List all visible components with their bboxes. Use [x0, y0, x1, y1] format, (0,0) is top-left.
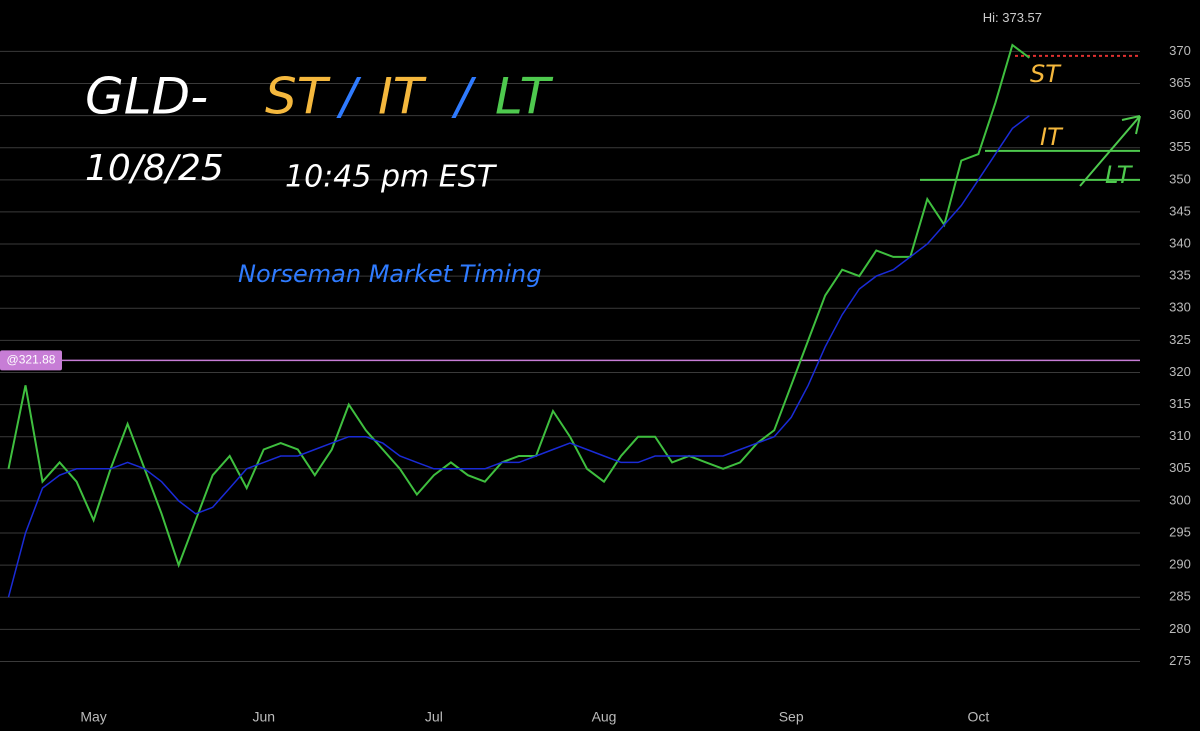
x-tick-label: Sep: [779, 709, 804, 725]
annotation: 10/8/25: [85, 148, 224, 189]
annotation: ST: [1030, 60, 1062, 88]
price-line: [7, 43, 1031, 569]
y-tick-label: 300: [1169, 492, 1191, 507]
level-label: @321.88: [7, 353, 56, 367]
y-tick-label: 290: [1169, 557, 1191, 572]
y-tick-label: 360: [1169, 107, 1191, 122]
y-tick-label: 330: [1169, 300, 1191, 315]
x-tick-label: Oct: [967, 709, 989, 725]
y-tick-label: 285: [1169, 589, 1191, 604]
high-label: Hi: 373.57: [983, 10, 1042, 25]
level-label-box: [0, 350, 62, 371]
x-tick-label: Jun: [252, 709, 275, 725]
y-tick-label: 295: [1169, 524, 1191, 539]
annotation: IT: [378, 68, 427, 126]
arrow: [1079, 115, 1141, 187]
x-tick-label: Jul: [425, 709, 443, 725]
y-tick-label: 275: [1169, 653, 1191, 668]
annotation: IT: [1040, 123, 1064, 151]
price-line: [7, 115, 1030, 598]
y-tick-label: 315: [1169, 396, 1191, 411]
y-tick-label: 340: [1169, 235, 1191, 250]
y-tick-label: 305: [1169, 460, 1191, 475]
y-tick-label: 350: [1169, 171, 1191, 186]
y-tick-label: 345: [1169, 203, 1191, 218]
y-tick-label: 320: [1169, 364, 1191, 379]
annotation: GLD-: [85, 68, 208, 126]
annotation: ST: [265, 68, 331, 126]
x-tick-label: May: [80, 709, 106, 725]
y-tick-label: 310: [1169, 428, 1191, 443]
y-tick-label: 280: [1169, 621, 1191, 636]
y-tick-label: 335: [1169, 268, 1191, 283]
annotation: LT: [1105, 161, 1134, 189]
annotation: Norseman Market Timing: [238, 260, 542, 288]
y-tick-label: 370: [1169, 43, 1191, 58]
y-tick-label: 355: [1169, 139, 1191, 154]
annotation: 10:45 pm EST: [285, 160, 498, 195]
marks: @321.88 Hi: 373.57: [0, 10, 1140, 598]
annotation: LT: [495, 68, 553, 126]
y-tick-label: 365: [1169, 75, 1191, 90]
y-tick-label: 325: [1169, 332, 1191, 347]
x-tick-label: Aug: [592, 709, 617, 725]
